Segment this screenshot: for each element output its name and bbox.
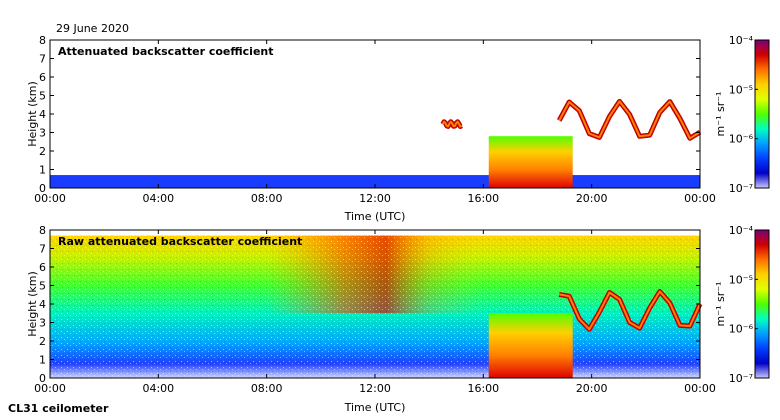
y-axis-label: Height (km)	[26, 271, 39, 337]
x-tick-label: 08:00	[251, 192, 283, 205]
y-tick-label: 1	[39, 354, 46, 367]
colorbar-unit: m⁻¹ sr⁻¹	[714, 282, 727, 327]
y-tick-label: 8	[39, 224, 46, 237]
y-tick-label: 4	[39, 298, 46, 311]
y-tick-label: 0	[39, 372, 46, 385]
panel-raw-attenuated-backscatter: Raw attenuated backscatter coefficient 0…	[26, 224, 716, 414]
y-tick-label: 3	[39, 317, 46, 330]
colorbar-tick-label: 10⁻⁶	[729, 323, 754, 336]
x-axis-label: Time (UTC)	[344, 401, 406, 414]
x-tick-label: 04:00	[142, 382, 174, 395]
axes: 00:00 04:00 08:00 12:00 16:00 20:00 00:0001234…	[34, 224, 716, 395]
y-tick-label: 8	[39, 34, 46, 47]
x-tick-label: 20:00	[576, 382, 608, 395]
y-tick-label: 7	[39, 243, 46, 256]
precipitation-block	[488, 313, 573, 378]
y-tick-label: 7	[39, 53, 46, 66]
date-label: 29 June 2020	[56, 22, 129, 35]
x-tick-label: 12:00	[359, 382, 391, 395]
panel-title: Raw attenuated backscatter coefficient	[58, 235, 302, 248]
colorbar-tick-label: 10⁻⁵	[729, 273, 753, 286]
colorbar-tick-label: 10⁻⁴	[729, 34, 754, 47]
y-tick-label: 6	[39, 71, 46, 84]
cloud-layer-core	[558, 100, 701, 140]
colorbar-unit: m⁻¹ sr⁻¹	[714, 92, 727, 137]
colorbar-scale	[754, 39, 770, 189]
colorbar-scale	[754, 229, 770, 379]
y-tick-label: 3	[39, 127, 46, 140]
y-tick-label: 2	[39, 335, 46, 348]
x-tick-label: 00:00	[684, 192, 716, 205]
instrument-label: CL31 ceilometer	[8, 402, 109, 415]
colorbar-tick-label: 10⁻⁷	[729, 372, 753, 385]
colorbar-tick-label: 10⁻⁴	[729, 224, 754, 237]
x-tick-label: 00:00	[34, 382, 66, 395]
cloud-layer-core	[559, 290, 701, 331]
cloud-layer-core	[441, 120, 463, 128]
x-tick-label: 16:00	[467, 192, 499, 205]
axes: 00:00 04:00 08:00 12:00 16:00 20:00 00:0001234…	[34, 34, 716, 205]
x-tick-label: 20:00	[576, 192, 608, 205]
plot-area	[50, 40, 700, 188]
x-axis-label: Time (UTC)	[344, 210, 406, 223]
colorbar-tick-label: 10⁻⁶	[729, 133, 754, 146]
y-axis-label: Height (km)	[26, 81, 39, 147]
colorbar: 10⁻⁴ 10⁻⁵ 10⁻⁶ 10⁻⁷ m⁻¹ sr⁻¹	[714, 34, 770, 195]
panel-title: Attenuated backscatter coefficient	[58, 45, 274, 58]
heatmap-layer	[50, 98, 702, 188]
x-tick-label: 00:00	[34, 192, 66, 205]
x-tick-label: 04:00	[142, 192, 174, 205]
x-tick-label: 08:00	[251, 382, 283, 395]
x-tick-label: 12:00	[359, 192, 391, 205]
x-tick-label: 16:00	[467, 382, 499, 395]
y-tick-label: 2	[39, 145, 46, 158]
x-tick-label: 00:00	[684, 382, 716, 395]
colorbar: 10⁻⁴ 10⁻⁵ 10⁻⁶ 10⁻⁷ m⁻¹ sr⁻¹	[714, 224, 770, 385]
colorbar-tick-label: 10⁻⁵	[729, 83, 753, 96]
precipitation-block	[488, 136, 573, 188]
heatmap-layer	[50, 235, 703, 378]
y-tick-label: 1	[39, 164, 46, 177]
panel-attenuated-backscatter: Attenuated backscatter coefficient 00:00…	[26, 34, 716, 223]
colorbar-tick-label: 10⁻⁷	[729, 182, 753, 195]
y-tick-label: 6	[39, 261, 46, 274]
noise-texture	[50, 235, 700, 378]
y-tick-label: 4	[39, 108, 46, 121]
y-tick-label: 5	[39, 90, 46, 103]
y-tick-label: 0	[39, 182, 46, 195]
y-tick-label: 5	[39, 280, 46, 293]
